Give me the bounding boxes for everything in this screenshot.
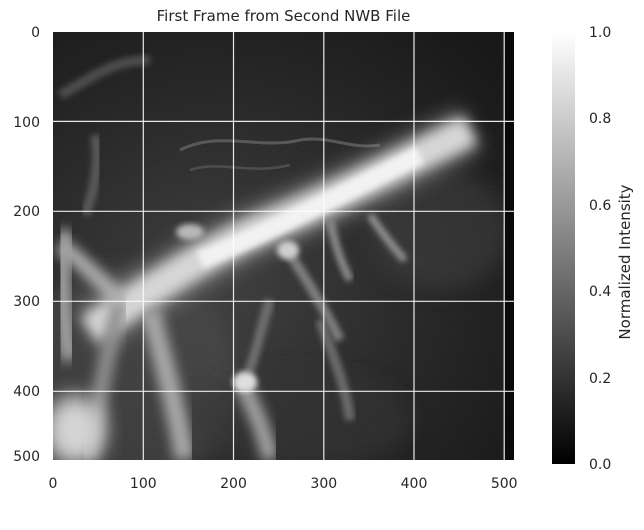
x-tick-label: 100 (130, 476, 157, 492)
colorbar: 0.0 0.2 0.4 0.6 0.8 1.0 Normalized Inten… (552, 25, 634, 473)
colorbar-tick-label: 0.0 (589, 457, 611, 473)
colorbar-tick-label: 1.0 (589, 25, 611, 41)
x-tick-label: 500 (491, 476, 518, 492)
microscopy-image (53, 32, 514, 460)
y-tick-label: 500 (13, 449, 40, 465)
y-axis: 0 100 200 300 400 500 (13, 25, 40, 465)
colorbar-tick-label: 0.6 (589, 198, 611, 214)
x-tick-label: 300 (310, 476, 337, 492)
colorbar-label: Normalized Intensity (616, 184, 634, 339)
x-axis: 0 100 200 300 400 500 (49, 476, 518, 492)
colorbar-gradient (552, 32, 575, 464)
x-tick-label: 0 (49, 476, 58, 492)
y-tick-label: 200 (13, 204, 40, 220)
x-tick-label: 200 (220, 476, 247, 492)
y-tick-label: 0 (31, 25, 40, 41)
colorbar-tick-label: 0.8 (589, 111, 611, 127)
y-tick-label: 400 (13, 384, 40, 400)
figure-title: First Frame from Second NWB File (157, 7, 411, 25)
image-grid (53, 32, 514, 460)
y-tick-label: 300 (13, 294, 40, 310)
colorbar-tick-label: 0.2 (589, 371, 611, 387)
y-tick-label: 100 (13, 115, 40, 131)
colorbar-tick-label: 0.4 (589, 284, 611, 300)
x-tick-label: 400 (401, 476, 428, 492)
